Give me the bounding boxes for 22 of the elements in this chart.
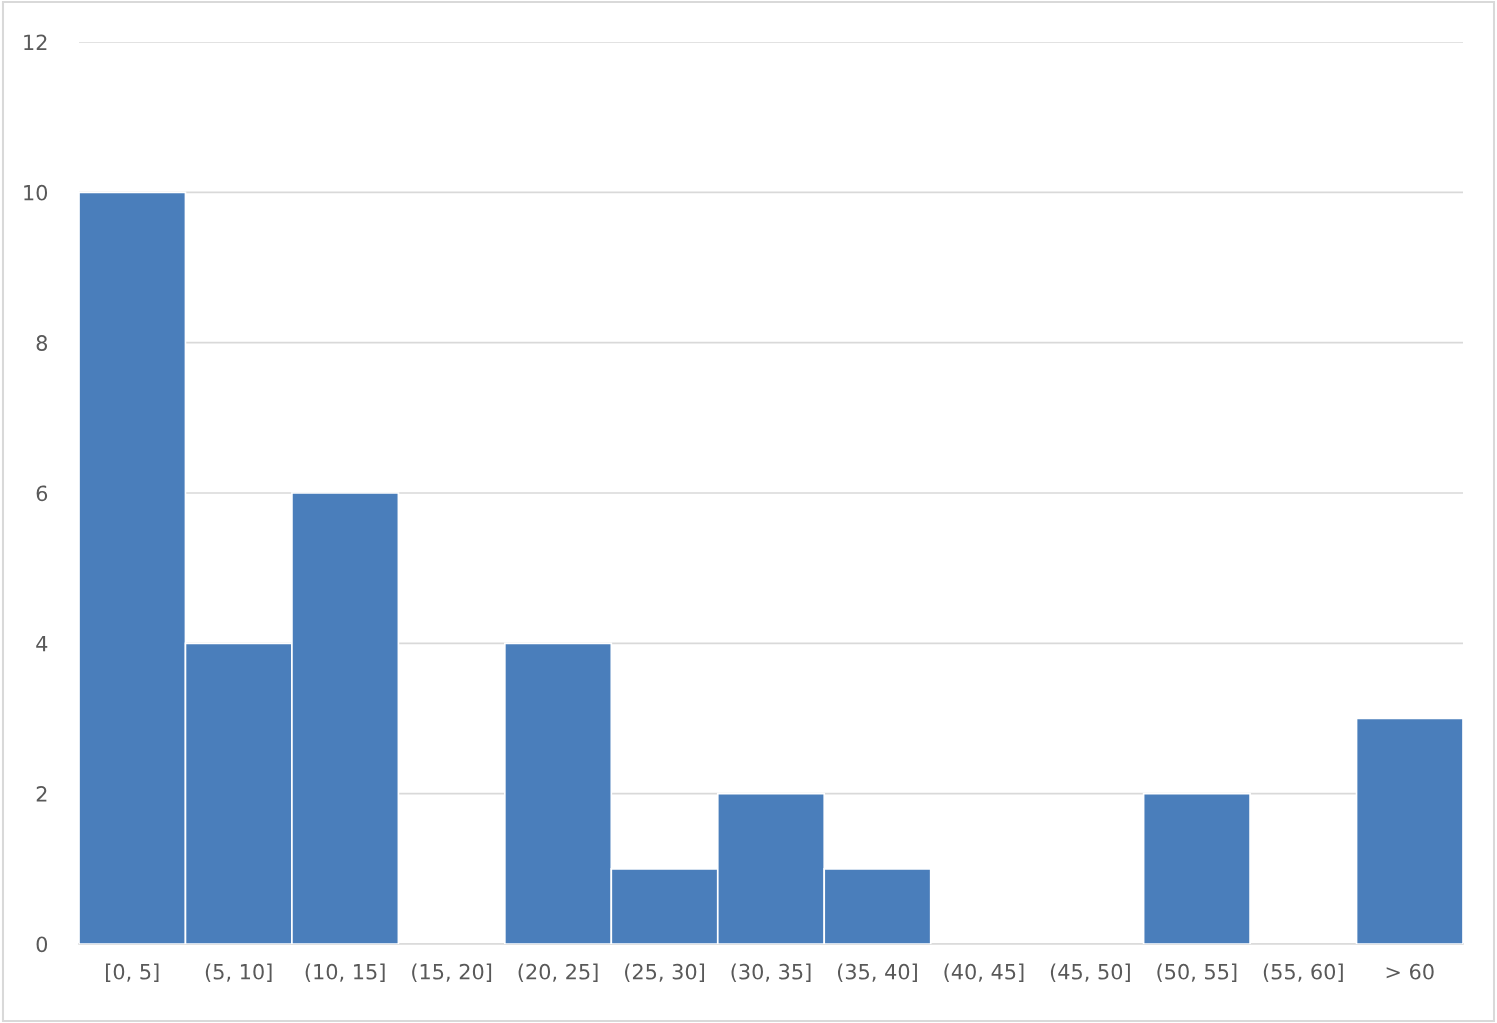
y-tick-label: 0	[36, 936, 48, 953]
y-tick-label: 10	[24, 184, 48, 201]
x-tick-label: (10, 15]	[305, 963, 385, 983]
x-tick-label: (30, 35]	[731, 963, 811, 983]
y-tick-label: 2	[36, 786, 47, 802]
x-tick-label: (15, 20]	[412, 963, 492, 983]
x-tick-label: (35, 40]	[837, 963, 917, 983]
x-tick-label: (5, 10]	[205, 963, 272, 983]
bar	[1355, 717, 1463, 944]
x-tick-label: (20, 25]	[518, 963, 598, 983]
x-tick-label: [0, 5]	[106, 963, 159, 983]
x-tick-label: (25, 30]	[625, 963, 705, 983]
x-tick-label: (45, 50]	[1050, 963, 1130, 983]
y-tick-label: 6	[36, 485, 48, 502]
x-tick-label: (50, 55]	[1157, 963, 1237, 983]
x-tick-label: (55, 60]	[1263, 963, 1343, 983]
x-tick-label: (40, 45]	[944, 963, 1024, 983]
y-tick-label: 8	[36, 335, 48, 351]
bar	[1142, 792, 1251, 944]
y-tick-label: 12	[24, 34, 47, 50]
y-tick-label: 4	[36, 636, 48, 652]
x-tick-label: > 60	[1386, 963, 1434, 980]
